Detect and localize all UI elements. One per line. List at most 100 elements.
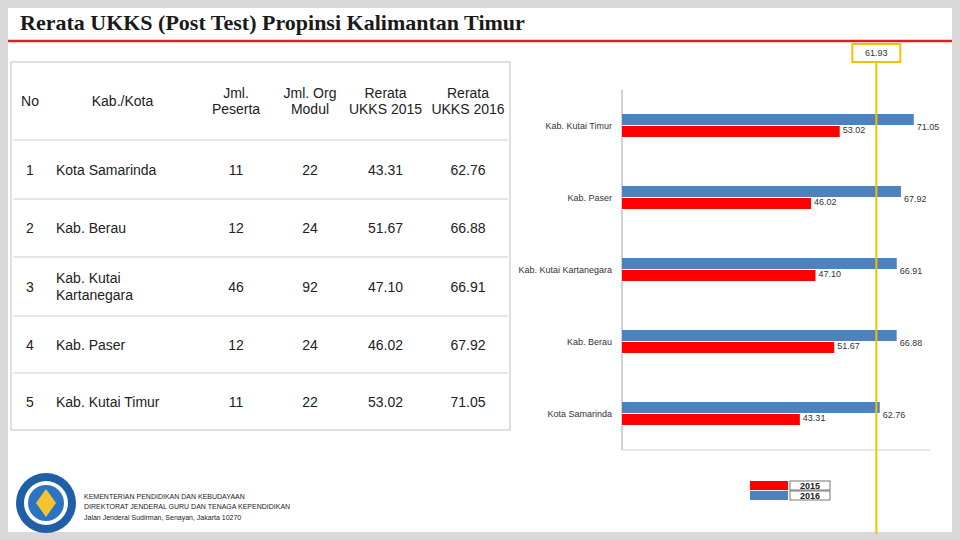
footer: KEMENTERIAN PENDIDIKAN DAN KEBUDAYAAN DIR… xyxy=(16,473,290,533)
table-header-line: Jml. Org xyxy=(284,85,337,101)
table-cell: 47.10 xyxy=(368,279,403,295)
legend-label: 2016 xyxy=(800,491,820,501)
table-header-line: Rerata xyxy=(447,85,489,101)
table-cell: 92 xyxy=(302,279,318,295)
legend-swatch xyxy=(750,491,788,500)
table-cell: 67.92 xyxy=(450,337,485,353)
table-header: Jml. OrgModul xyxy=(284,85,337,118)
reference-label-box xyxy=(852,44,900,62)
table-cell: Kab. Paser xyxy=(56,337,126,353)
bar xyxy=(622,258,897,269)
logo-emblem xyxy=(36,489,56,517)
footer-line: KEMENTERIAN PENDIDIKAN DAN KEBUDAYAAN xyxy=(84,493,245,500)
table-cell: 62.76 xyxy=(450,162,485,178)
table-cell: 5 xyxy=(26,394,34,410)
footer-line: DIREKTORAT JENDERAL GURU DAN TENAGA KEPE… xyxy=(84,503,290,510)
table-cell: 46.02 xyxy=(368,337,403,353)
table-header-line: Jml. xyxy=(223,85,249,101)
slide: Rerata UKKS (Post Test) Propinsi Kaliman… xyxy=(0,0,960,540)
data-label: 71.05 xyxy=(917,122,940,132)
table-header-line: Peserta xyxy=(212,101,260,117)
data-label: 53.02 xyxy=(843,125,866,135)
table-cell: 1 xyxy=(26,162,34,178)
bar xyxy=(622,198,811,209)
table-cell: Kab. Berau xyxy=(56,220,126,236)
bar xyxy=(622,402,880,413)
table-header-line: Modul xyxy=(291,101,329,117)
data-label: 62.76 xyxy=(883,410,906,420)
category-label: Kota Samarinda xyxy=(547,409,612,419)
table-cell: 53.02 xyxy=(368,394,403,410)
table-cell: Kab. KutaiKartanegara xyxy=(56,270,133,303)
category-label: Kab. Berau xyxy=(567,337,612,347)
bar xyxy=(622,114,914,125)
title: Rerata UKKS (Post Test) Propinsi Kaliman… xyxy=(20,10,525,35)
logo-inner xyxy=(28,485,64,521)
table-header-line: UKKS 2015 xyxy=(349,101,422,117)
bars xyxy=(622,114,914,425)
data-label: 66.88 xyxy=(900,338,923,348)
footer-line: Jalan Jenderal Sudirman, Senayan, Jakart… xyxy=(84,514,241,522)
table: NoKab./KotaJml.PesertaJml. OrgModulRerat… xyxy=(11,62,510,430)
table-cell: 3 xyxy=(26,279,34,295)
bar xyxy=(622,186,901,197)
table-cell: 66.88 xyxy=(450,220,485,236)
table-row-line xyxy=(13,373,508,374)
table-cell-line: Kab. Kutai xyxy=(56,270,121,286)
table-cell: 24 xyxy=(302,337,318,353)
table-row-line xyxy=(13,257,508,258)
table-cell: 71.05 xyxy=(450,394,485,410)
logo-outer xyxy=(16,473,76,533)
table-cell: 11 xyxy=(229,394,244,410)
table-cell: 4 xyxy=(26,337,34,353)
table-header: RerataUKKS 2015 xyxy=(349,85,422,118)
chart: Kab. Kutai Timur Kab. Paser Kab. Kutai Kar… xyxy=(518,44,939,534)
table-cell: 12 xyxy=(228,220,244,236)
bar xyxy=(622,342,834,353)
bar xyxy=(622,414,800,425)
table-cell: 51.67 xyxy=(368,220,403,236)
table-row-line xyxy=(13,140,508,141)
reference-label: 61.93 xyxy=(865,48,888,58)
page: {"header": {"title": "Rerata UKKS (Post … xyxy=(0,0,960,540)
data-label: 66.91 xyxy=(900,266,923,276)
table-cell: 22 xyxy=(302,162,318,178)
table-cell: 11 xyxy=(229,162,244,178)
data-label: 43.31 xyxy=(803,413,826,423)
table-header: Kab./Kota xyxy=(92,93,154,109)
legend-box xyxy=(790,491,830,500)
category-label: Kab. Paser xyxy=(567,193,612,203)
table-cell: 46 xyxy=(228,279,244,295)
table-cell: 24 xyxy=(302,220,318,236)
data-label: 67.92 xyxy=(904,194,927,204)
table-header-line: Rerata xyxy=(364,85,406,101)
category-label: Kab. Kutai Timur xyxy=(545,121,612,131)
table-cell: 22 xyxy=(302,394,318,410)
table-cell: Kota Samarinda xyxy=(56,162,157,178)
bar xyxy=(622,270,815,281)
data-label: 47.10 xyxy=(818,269,841,279)
reference-line xyxy=(875,62,877,534)
table-cell: 12 xyxy=(228,337,244,353)
table-cell: Kab. Kutai Timur xyxy=(56,394,160,410)
legend-box xyxy=(790,481,830,490)
legend: 20152016 xyxy=(750,481,830,501)
table-row-line xyxy=(13,316,508,317)
bar xyxy=(622,330,897,341)
logo-ring xyxy=(24,481,68,525)
title-rule xyxy=(8,40,952,43)
bar xyxy=(622,126,840,137)
table-header: RerataUKKS 2016 xyxy=(431,85,504,118)
table-frame xyxy=(11,62,510,430)
table-cell: 66.91 xyxy=(450,279,485,295)
category-label: Kab. Kutai Kartanegara xyxy=(518,265,612,275)
slide-body xyxy=(8,8,952,532)
slide-border xyxy=(0,0,960,540)
table-header-line: UKKS 2016 xyxy=(431,101,504,117)
value-axis xyxy=(622,450,930,451)
table-header: Jml.Peserta xyxy=(212,85,260,118)
data-label: 46.02 xyxy=(814,197,837,207)
data-label: 51.67 xyxy=(837,341,860,351)
table-row-line xyxy=(13,199,508,200)
legend-swatch xyxy=(750,481,788,490)
